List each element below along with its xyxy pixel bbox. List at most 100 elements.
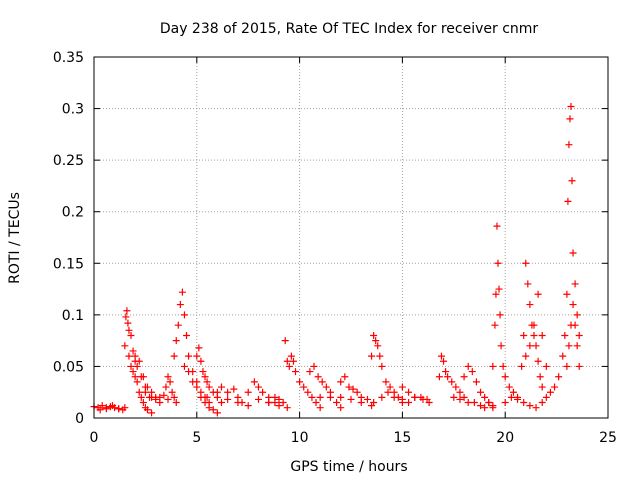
data-point-sat-o xyxy=(296,378,304,386)
grid-lines xyxy=(94,57,608,418)
y-tick-label: 0.25 xyxy=(53,153,84,169)
data-point-sat-o xyxy=(291,368,299,376)
data-point-sat-w xyxy=(468,368,476,376)
data-point-sat-ae xyxy=(569,301,577,309)
data-point-sat-j xyxy=(203,378,211,386)
y-tick-label: 0.35 xyxy=(53,50,84,66)
data-point-sat-ad xyxy=(567,103,575,111)
data-point-sat-n xyxy=(283,404,291,412)
data-point-sat-aa xyxy=(534,357,542,365)
data-point-sat-n xyxy=(279,399,287,407)
data-point-sat-y xyxy=(492,290,500,298)
data-point-sat-r xyxy=(337,378,345,386)
data-point-sat-r xyxy=(341,373,349,381)
data-point-sat-g xyxy=(166,378,174,386)
data-point-sat-o xyxy=(304,388,312,396)
data-point-sat-r xyxy=(357,393,365,401)
data-point-sat-c xyxy=(131,373,139,381)
data-point-sat-ad xyxy=(564,197,572,205)
data-point-sat-c xyxy=(135,388,143,396)
data-point-sat-j xyxy=(205,383,213,391)
data-point-sat-j xyxy=(201,373,209,381)
data-point-sat-c xyxy=(124,319,132,327)
data-point-sat-w xyxy=(472,378,480,386)
data-point-sat-l xyxy=(234,393,242,401)
data-point-sat-ac xyxy=(538,399,546,407)
data-point-sat-k xyxy=(213,388,221,396)
data-point-sat-i xyxy=(193,383,201,391)
data-point-sat-u xyxy=(405,388,413,396)
data-point-sat-r xyxy=(370,399,378,407)
data-point-sat-y xyxy=(496,311,504,319)
data-point-sat-x xyxy=(489,402,497,410)
data-point-sat-x xyxy=(481,404,489,412)
data-point-sat-j xyxy=(199,368,207,376)
data-point-sat-v xyxy=(460,393,468,401)
x-tick-label: 20 xyxy=(496,430,514,446)
data-point-sat-q xyxy=(337,393,345,401)
data-point-sat-aa xyxy=(532,342,540,350)
data-point-sat-v xyxy=(444,373,452,381)
data-point-sat-i xyxy=(189,378,197,386)
data-point-sat-y xyxy=(495,285,503,293)
data-point-sat-b xyxy=(121,404,129,412)
data-point-sat-g xyxy=(170,393,178,401)
data-point-sat-w xyxy=(450,393,458,401)
data-point-sat-ac xyxy=(546,388,554,396)
data-point-sat-y xyxy=(494,259,502,267)
data-point-sat-b xyxy=(102,404,110,412)
data-point-sat-j xyxy=(197,357,205,365)
data-point-sat-n xyxy=(275,395,283,403)
data-point-sat-k xyxy=(244,402,252,410)
data-point-sat-d xyxy=(133,362,141,370)
data-point-sat-b xyxy=(96,406,104,414)
data-point-sat-o xyxy=(285,362,293,370)
data-point-sat-o xyxy=(287,352,295,360)
data-point-sat-o xyxy=(283,357,291,365)
data-point-sat-n xyxy=(271,393,279,401)
chart-title: Day 238 of 2015, Rate Of TEC Index for r… xyxy=(160,21,539,37)
data-point-sat-ac xyxy=(542,393,550,401)
data-point-sat-l xyxy=(238,399,246,407)
data-point-sat-r xyxy=(349,385,357,393)
data-point-sat-z xyxy=(514,395,522,403)
data-point-sat-aa xyxy=(538,383,546,391)
x-tick-label: 0 xyxy=(90,430,99,446)
data-point-sat-aa xyxy=(518,362,526,370)
data-point-sat-ae xyxy=(565,342,573,350)
data-point-sat-aa xyxy=(526,301,534,309)
data-point-sat-s xyxy=(382,378,390,386)
data-point-sat-i xyxy=(209,406,217,414)
data-point-sat-g xyxy=(172,399,180,407)
data-point-sat-n xyxy=(265,399,273,407)
data-point-sat-f xyxy=(152,395,160,403)
data-point-sat-p xyxy=(314,373,322,381)
data-point-sat-i xyxy=(201,399,209,407)
data-point-sat-y xyxy=(499,362,507,370)
data-point-sat-o xyxy=(312,399,320,407)
data-point-sat-d xyxy=(129,347,137,355)
data-point-sat-p xyxy=(333,399,341,407)
data-point-sat-ad xyxy=(565,141,573,149)
data-point-sat-aa xyxy=(530,331,538,339)
data-point-sat-c xyxy=(125,352,133,360)
data-point-sat-y xyxy=(505,383,513,391)
data-point-sat-e xyxy=(139,373,147,381)
data-point-sat-j xyxy=(193,352,201,360)
data-point-sat-ab xyxy=(534,290,542,298)
data-point-sat-aa xyxy=(524,280,532,288)
plot-frame xyxy=(93,56,609,419)
data-point-sat-c xyxy=(133,378,141,386)
data-point-sat-s xyxy=(372,337,380,345)
data-point-sat-c xyxy=(129,368,137,376)
data-point-sat-h xyxy=(183,331,191,339)
data-point-sat-i xyxy=(213,409,221,417)
data-point-sat-w xyxy=(464,362,472,370)
data-point-sat-v xyxy=(456,388,464,396)
data-point-sat-h xyxy=(180,311,188,319)
data-point-sat-aa xyxy=(522,259,530,267)
data-point-sat-s xyxy=(376,352,384,360)
x-tick-label: 25 xyxy=(599,430,617,446)
data-point-sat-s xyxy=(370,331,378,339)
